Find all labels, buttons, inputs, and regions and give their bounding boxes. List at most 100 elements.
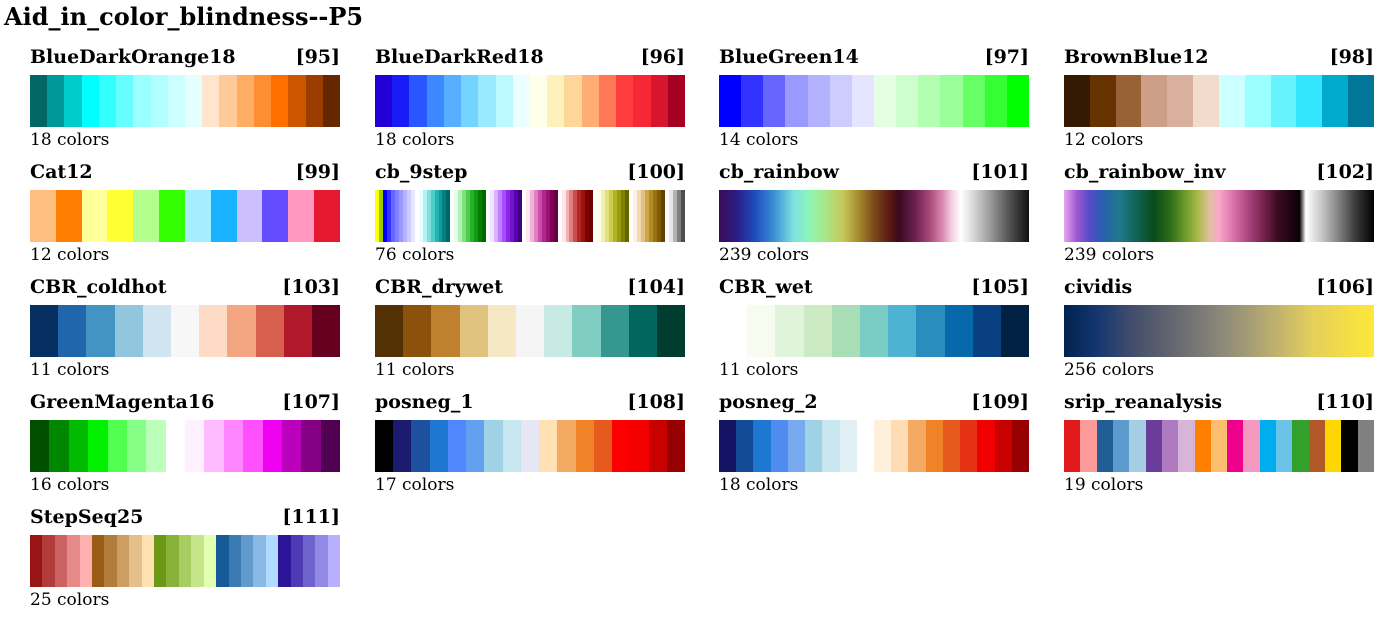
color-swatch — [577, 190, 582, 242]
color-swatch — [940, 75, 963, 127]
color-swatch — [458, 190, 463, 242]
color-swatch — [141, 535, 155, 587]
color-swatch — [390, 190, 395, 242]
color-count: 239 colors — [719, 245, 810, 265]
color-swatch — [375, 420, 394, 472]
color-swatch — [184, 75, 203, 127]
color-swatch — [597, 190, 602, 242]
color-swatch — [573, 190, 578, 242]
color-swatch — [271, 75, 289, 127]
color-swatch — [1129, 420, 1146, 472]
color-count: 11 colors — [375, 360, 455, 380]
color-swatch — [680, 190, 685, 242]
color-swatch — [486, 190, 491, 242]
color-swatch — [656, 305, 686, 357]
color-swatch — [984, 75, 1007, 127]
color-swatch — [498, 190, 502, 242]
colormap-card: CBR_coldhot [103] 11 colors — [30, 276, 341, 386]
color-swatch — [600, 305, 629, 357]
color-swatch — [210, 190, 237, 242]
color-swatch — [142, 305, 171, 357]
color-swatch — [1096, 420, 1113, 472]
color-swatch — [1276, 420, 1293, 472]
color-swatch — [719, 75, 742, 127]
color-swatch — [443, 75, 462, 127]
color-swatch — [1194, 420, 1211, 472]
color-swatch — [925, 420, 943, 472]
color-swatch — [785, 75, 808, 127]
color-swatch — [612, 420, 631, 472]
color-swatch — [98, 75, 117, 127]
color-swatch — [1270, 75, 1297, 127]
color-swatch — [521, 190, 526, 242]
color-swatch — [541, 190, 546, 242]
color-ramp — [375, 75, 685, 127]
color-swatch — [191, 535, 204, 587]
color-swatch — [30, 420, 50, 472]
color-swatch — [288, 75, 306, 127]
color-swatch — [1089, 75, 1116, 127]
color-swatch — [450, 190, 455, 242]
color-swatch — [1357, 420, 1374, 472]
color-swatch — [505, 190, 510, 242]
color-swatch — [502, 190, 506, 242]
color-swatch — [253, 535, 266, 587]
color-swatch — [569, 190, 574, 242]
color-swatch — [262, 420, 282, 472]
color-ramp — [30, 190, 340, 242]
color-swatch — [908, 420, 926, 472]
color-swatch — [322, 75, 340, 127]
colormap-header: BlueDarkRed18 [96] — [375, 46, 685, 72]
color-swatch — [107, 420, 127, 472]
color-swatch — [719, 305, 748, 357]
color-swatch — [262, 190, 289, 242]
color-swatch — [170, 305, 200, 357]
color-swatch — [575, 420, 594, 472]
color-swatch — [228, 535, 241, 587]
color-swatch — [86, 305, 115, 357]
color-swatch — [133, 190, 160, 242]
color-swatch — [916, 305, 945, 357]
color-swatch — [544, 305, 573, 357]
color-swatch — [1210, 420, 1228, 472]
color-swatch — [787, 420, 806, 472]
color-swatch — [1218, 75, 1245, 127]
color-swatch — [529, 190, 534, 242]
color-count: 16 colors — [30, 475, 110, 495]
color-swatch — [1325, 420, 1342, 472]
color-swatch — [572, 305, 601, 357]
colormap-card: GreenMagenta16 [107] 16 colors — [30, 391, 340, 501]
color-swatch — [278, 535, 291, 587]
color-swatch — [49, 420, 69, 472]
colormap-card: CBR_drywet [104] 11 colors — [375, 276, 686, 386]
colormap-header: BrownBlue12 [98] — [1064, 46, 1374, 72]
colormap-index: [103] — [282, 276, 340, 298]
color-ramp — [375, 190, 685, 242]
colormap-index: [111] — [282, 506, 340, 528]
color-swatch — [466, 190, 471, 242]
color-swatch — [382, 190, 387, 242]
color-swatch — [203, 535, 217, 587]
color-ramp — [1064, 75, 1374, 127]
color-swatch — [314, 190, 340, 242]
colormap-index: [109] — [971, 391, 1029, 413]
color-swatch — [1064, 75, 1090, 127]
color-count: 14 colors — [719, 130, 799, 150]
colormap-header: posneg_1 [108] — [375, 391, 685, 417]
color-swatch — [640, 190, 645, 242]
color-swatch — [1000, 305, 1030, 357]
colormap-name: cb_rainbow_inv — [1064, 161, 1226, 183]
color-swatch — [753, 420, 771, 472]
color-swatch — [545, 190, 550, 242]
color-swatch — [664, 190, 669, 242]
color-swatch — [320, 420, 340, 472]
color-swatch — [447, 420, 467, 472]
color-swatch — [494, 190, 499, 242]
color-swatch — [616, 75, 634, 127]
color-swatch — [47, 75, 65, 127]
colormap-name: BlueDarkOrange18 — [30, 46, 236, 68]
color-swatch — [42, 535, 55, 587]
color-ramp — [719, 305, 1030, 357]
color-swatch — [741, 75, 764, 127]
color-swatch — [165, 420, 185, 472]
